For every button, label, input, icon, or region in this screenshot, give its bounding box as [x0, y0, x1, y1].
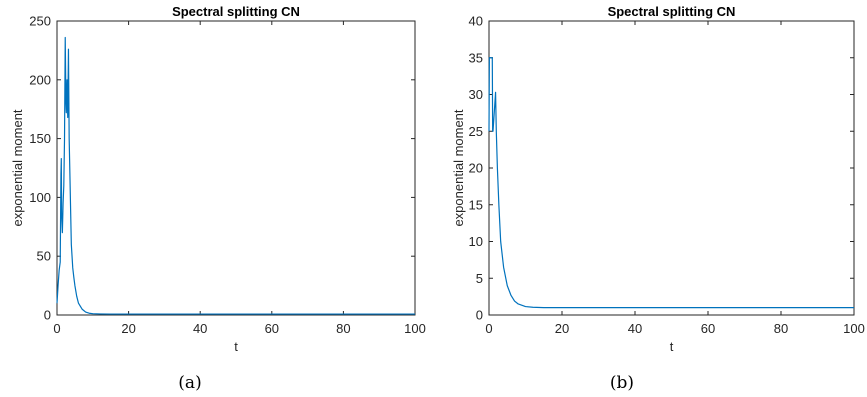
chart-title: Spectral splitting CN — [172, 4, 300, 19]
y-tick-label: 150 — [29, 131, 51, 146]
y-tick-label: 15 — [469, 197, 483, 212]
plot-frame — [56, 20, 416, 316]
y-tick-label: 10 — [469, 234, 483, 249]
x-tick-label: 40 — [628, 321, 642, 336]
x-tick-label: 60 — [265, 321, 279, 336]
chart-panel-a: 0 20 40 60 80 100 0 50 100 150 200 250 Spectral spli… — [10, 4, 426, 393]
y-tick-label: 40 — [469, 14, 483, 29]
y-tick-label: 50 — [37, 249, 51, 264]
x-tick-label: 60 — [701, 321, 715, 336]
series-line — [56, 36, 415, 315]
y-tick-label: 100 — [29, 190, 51, 205]
x-tick-label: 40 — [193, 321, 207, 336]
x-axis-label: t — [670, 339, 674, 354]
y-tick-label: 200 — [29, 72, 51, 87]
chart-panel-b: 0 20 40 60 80 100 0 5 10 15 20 25 30 35 40 Spectral spl… — [451, 4, 865, 393]
chart-title: Spectral splitting CN — [608, 4, 736, 19]
panel-caption: (a) — [178, 373, 201, 393]
x-tick-label: 80 — [774, 321, 788, 336]
y-axis-label: exponential moment — [10, 109, 25, 226]
x-tick-label: 100 — [404, 321, 426, 336]
y-tick-label: 35 — [469, 50, 483, 65]
series-line — [488, 57, 854, 309]
y-tick-label: 5 — [476, 271, 483, 286]
y-tick-label: 0 — [44, 308, 51, 323]
y-tick-label: 20 — [469, 161, 483, 176]
x-tick-label: 100 — [843, 321, 865, 336]
x-tick-label: 80 — [336, 321, 350, 336]
y-tick-label: 0 — [476, 308, 483, 323]
y-tick-label: 30 — [469, 87, 483, 102]
x-tick-label: 0 — [485, 321, 492, 336]
panel-caption: (b) — [610, 373, 634, 393]
x-tick-label: 0 — [53, 321, 60, 336]
x-tick-label: 20 — [555, 321, 569, 336]
y-tick-label: 250 — [29, 14, 51, 29]
y-tick-label: 25 — [469, 124, 483, 139]
x-tick-label: 20 — [121, 321, 135, 336]
plot-frame — [488, 20, 855, 316]
x-axis-label: t — [234, 339, 238, 354]
y-axis-label: exponential moment — [451, 109, 466, 226]
